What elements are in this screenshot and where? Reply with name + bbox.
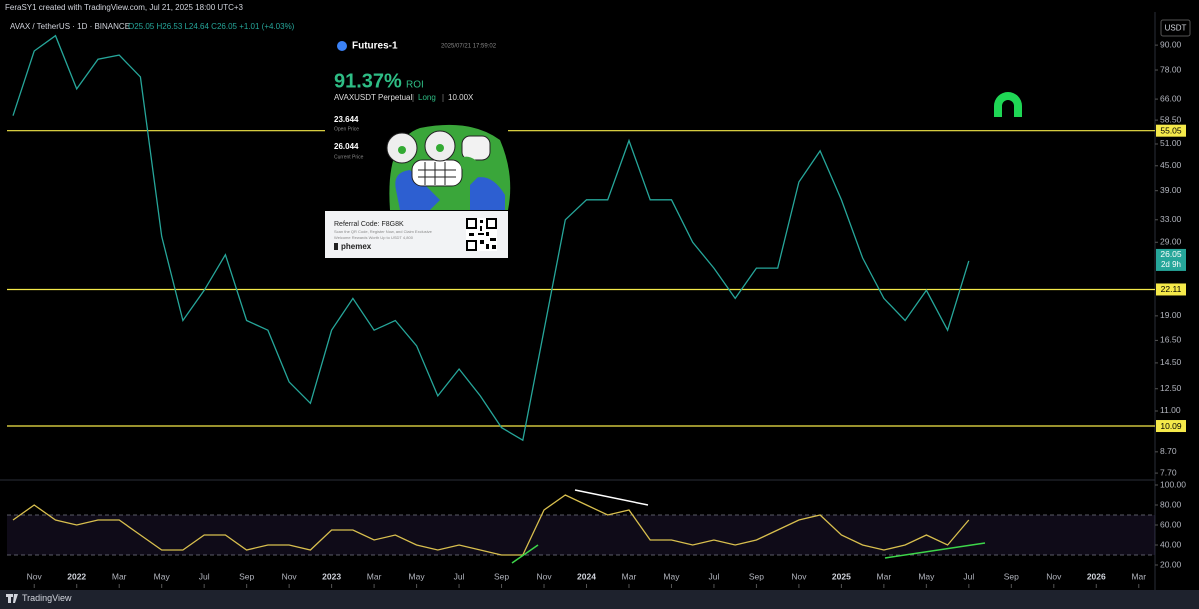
y-tick-label: 33.00 — [1160, 214, 1182, 224]
x-tick-label: Mar — [1131, 571, 1146, 581]
y-tick-label: 7.70 — [1160, 467, 1177, 477]
last-price-box — [1156, 248, 1186, 271]
last-price: 26.05 — [1160, 249, 1182, 259]
level-label-box — [1156, 124, 1186, 137]
leverage: 10.00X — [448, 93, 474, 102]
contract: AVAXUSDT Perpetual — [334, 93, 412, 102]
x-tick-label: Sep — [1004, 571, 1019, 581]
y-tick-label: 40.00 — [1160, 539, 1182, 549]
trendline — [511, 544, 539, 564]
x-tick-label: Jul — [709, 571, 720, 581]
x-tick-label: Nov — [27, 571, 43, 581]
y-tick-label: 12.50 — [1160, 383, 1182, 393]
footer-brand: TradingView — [22, 593, 72, 603]
level-label-box — [1156, 420, 1186, 433]
mascot — [386, 124, 511, 210]
pnl-card: Futures-1 2025/07/21 17:59:02 91.37% ROI… — [325, 30, 511, 258]
open-price: 23.644 — [334, 115, 359, 124]
x-tick-label: Nov — [282, 571, 298, 581]
footer — [0, 590, 1199, 609]
rsi-band — [7, 515, 1155, 555]
footer-logo — [6, 594, 18, 603]
level-label: 10.09 — [1160, 421, 1182, 431]
x-tick-label: Sep — [239, 571, 254, 581]
referral: Referral Code: F8G8K — [334, 221, 404, 228]
x-tick-label: May — [918, 571, 935, 581]
y-tick-label: 39.00 — [1160, 185, 1182, 195]
x-tick-label: Mar — [622, 571, 637, 581]
level-label: 22.11 — [1161, 284, 1182, 294]
countdown: 2d 9h — [1161, 260, 1181, 269]
roi-label: ROI — [406, 80, 424, 91]
rsi-pane — [7, 494, 1155, 556]
x-tick-label: Jul — [199, 571, 210, 581]
level-label: 55.05 — [1160, 125, 1182, 135]
y-tick-label: 14.50 — [1160, 357, 1182, 367]
trendline — [574, 489, 649, 506]
y-tick-label: 66.00 — [1160, 93, 1182, 103]
price-pane — [7, 34, 1155, 442]
symbol: AVAX / TetherUS · 1D · BINANCE — [10, 22, 130, 31]
x-tick-label: Nov — [536, 571, 552, 581]
x-tick-label: Mar — [367, 571, 382, 581]
current-price: 26.044 — [334, 142, 359, 151]
x-tick-label: 2026 — [1087, 571, 1106, 581]
x-tick-label: Jul — [454, 571, 465, 581]
card-title: Futures-1 — [352, 41, 398, 52]
y-tick-label: 90.00 — [1160, 39, 1182, 49]
currency-button[interactable] — [1160, 19, 1191, 37]
x-tick-label: May — [663, 571, 680, 581]
x-tick-label: 2023 — [322, 571, 341, 581]
promo: Scan the QR Code, Register Now, and Clai… — [334, 229, 433, 234]
series-line — [12, 34, 970, 442]
magnet-icon — [994, 92, 1022, 117]
y-tick-label: 51.00 — [1160, 138, 1182, 148]
roi: 91.37% — [334, 70, 402, 92]
card-timestamp: 2025/07/21 17:59:02 — [441, 44, 497, 50]
y-tick-label: 78.00 — [1160, 64, 1182, 74]
y-tick-label: 45.00 — [1160, 160, 1182, 170]
y-tick-label: 8.70 — [1160, 446, 1177, 456]
y-tick-label: 100.00 — [1160, 479, 1186, 489]
y-tick-label: 19.00 — [1160, 310, 1182, 320]
series-line — [12, 494, 970, 556]
y-tick-label: 20.00 — [1160, 559, 1182, 569]
x-tick-label: May — [154, 571, 171, 581]
y-tick-label: 58.50 — [1160, 114, 1182, 124]
qr-code — [466, 218, 497, 251]
side: Long — [418, 93, 436, 102]
x-tick-label: Nov — [1046, 571, 1062, 581]
y-tick-label: 11.00 — [1160, 405, 1181, 415]
x-tick-label: Jul — [963, 571, 974, 581]
y-tick-label: 60.00 — [1160, 519, 1182, 529]
open-price-label: Open Price — [334, 126, 359, 132]
y-tick-label: 16.50 — [1160, 335, 1182, 345]
card-avatar — [337, 41, 347, 51]
y-tick-label: 29.00 — [1160, 237, 1182, 247]
trendline — [884, 542, 986, 559]
x-tick-label: May — [409, 571, 426, 581]
current-price-label: Current Price — [334, 154, 364, 160]
currency[interactable]: USDT — [1165, 24, 1187, 33]
y-tick-label: 80.00 — [1160, 499, 1182, 509]
promo: Welcome Rewards Worth Up to USDT 4,800 — [334, 235, 414, 240]
brand: phemex — [341, 242, 372, 251]
axes: 90.00 78.00 66.00 58.50 51.00 45.00 39.00 33.00… — [27, 39, 1186, 588]
credit: FeraSY1 created with TradingView.com, Ju… — [5, 3, 244, 12]
x-tick-label: Sep — [494, 571, 509, 581]
x-tick-label: 2024 — [577, 571, 596, 581]
x-tick-label: Mar — [112, 571, 127, 581]
x-tick-label: Sep — [749, 571, 764, 581]
ohlc: O25.05 H26.53 L24.64 C26.05 +1.01 (+4.03… — [128, 22, 295, 31]
level-label-box — [1156, 283, 1186, 296]
x-tick-label: 2025 — [832, 571, 851, 581]
x-tick-label: Mar — [877, 571, 892, 581]
brand-logo — [334, 243, 338, 250]
x-tick-label: 2022 — [67, 571, 86, 581]
x-tick-label: Nov — [791, 571, 807, 581]
